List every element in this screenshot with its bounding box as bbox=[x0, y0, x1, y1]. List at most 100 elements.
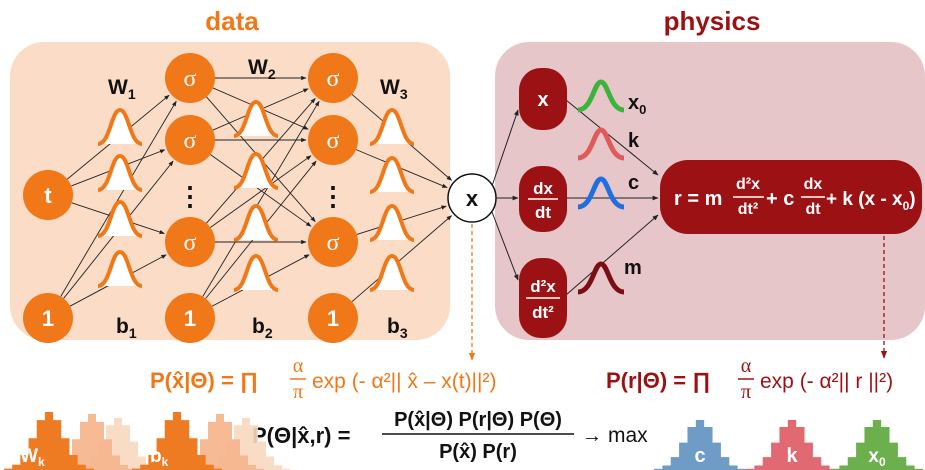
network-edge bbox=[210, 154, 312, 227]
physics-node-dt: dt bbox=[535, 203, 551, 222]
hist-x0-label: x0 bbox=[868, 446, 886, 469]
hidden1-node-n-label: σ bbox=[184, 230, 197, 256]
hidden1-ellipsis: ⋮ bbox=[177, 181, 203, 211]
weight-gaussian-curve bbox=[369, 155, 415, 194]
residual-lhs: r = m bbox=[674, 188, 722, 210]
bias-label-2: b2 bbox=[252, 315, 273, 341]
residual-equation: r = m d²x dt² + c dx dt + k (x - x0) bbox=[674, 176, 916, 218]
hidden2-node-2-label: σ bbox=[327, 128, 340, 154]
hist-bk-label: bk bbox=[150, 446, 169, 469]
posterior-lhs: P(Θ|x̂,r) = bbox=[252, 423, 350, 448]
physics-likelihood-rhs: exp (- α²|| r ||²) bbox=[760, 370, 893, 393]
weight-gaussian-curve bbox=[369, 203, 415, 242]
hidden2-ellipsis: ⋮ bbox=[320, 181, 346, 211]
data-likelihood-equation: P(x̂|Θ) = ∏ α π exp (- α²|| x̂ – x(t)||²… bbox=[150, 355, 496, 403]
residual-frac2-num: dx bbox=[804, 176, 823, 193]
hidden1-node-2 bbox=[165, 115, 215, 165]
param-c-label: c bbox=[628, 172, 639, 194]
hidden1-node-1 bbox=[165, 53, 215, 103]
residual-box bbox=[660, 160, 922, 234]
physics-node-x bbox=[519, 68, 567, 130]
hist-k bbox=[746, 420, 838, 470]
posterior-equation: P(Θ|x̂,r) = P(x̂|Θ) P(r|Θ) P(Θ) P(x̂) P(… bbox=[252, 409, 648, 463]
residual-frac1-num: d²x bbox=[736, 176, 760, 193]
weight-gaussian-curve bbox=[233, 253, 279, 292]
input-node-t bbox=[23, 170, 73, 220]
weight-gaussian-curve bbox=[97, 153, 143, 192]
physics-node-dx: dx bbox=[533, 179, 553, 198]
network-edge bbox=[351, 215, 452, 303]
physics-likelihood-frac-num: α bbox=[741, 355, 752, 377]
weight-gaussian-curve bbox=[369, 107, 415, 146]
weight-label-2: W2 bbox=[248, 56, 276, 82]
residual-frac1-den: dt² bbox=[738, 201, 758, 218]
weight-distributions bbox=[97, 99, 415, 292]
physics-likelihood-lhs: P(r|Θ) = ∏ bbox=[606, 368, 710, 393]
output-node-x-label: x bbox=[466, 186, 479, 211]
bias-label-3: b3 bbox=[387, 315, 408, 341]
physics-likelihood-equation: P(r|Θ) = ∏ α π exp (- α²|| r ||²) bbox=[606, 355, 893, 403]
physics-node-d2x: d²x bbox=[530, 277, 556, 296]
hist-bk bbox=[132, 412, 222, 470]
physics-title: physics bbox=[664, 6, 761, 36]
param-k-label: k bbox=[628, 130, 640, 152]
network-edge bbox=[202, 100, 320, 297]
hidden2-node-1 bbox=[308, 53, 358, 103]
posterior-numerator: P(x̂|Θ) P(r|Θ) P(Θ) bbox=[394, 409, 562, 431]
weight-gaussian-curve bbox=[97, 249, 143, 288]
bias-node-1 bbox=[23, 293, 73, 343]
posterior-denominator: P(x̂) P(r) bbox=[439, 441, 517, 463]
data-likelihood-frac-num: α bbox=[293, 355, 304, 377]
weight-gaussian-curve bbox=[97, 199, 143, 238]
gaussian-k bbox=[577, 127, 625, 161]
posterior-histograms bbox=[4, 412, 923, 470]
hidden2-node-n bbox=[308, 217, 358, 267]
hidden2-bias-label: 1 bbox=[327, 306, 339, 331]
weight-gaussian-curve bbox=[233, 151, 279, 190]
physics-node-dt2: dt² bbox=[532, 303, 554, 322]
param-x0-label: x0 bbox=[628, 92, 646, 117]
weight-gaussian-curve bbox=[97, 107, 143, 146]
residual-plus-c: + c bbox=[766, 188, 794, 210]
data-likelihood-rhs: exp (- α²|| x̂ – x(t)||²) bbox=[312, 370, 496, 393]
hidden1-bias-label: 1 bbox=[184, 306, 196, 331]
physics-likelihood-frac-den: π bbox=[741, 381, 751, 403]
hist-wk-label: Wk bbox=[20, 446, 45, 469]
hidden1-bias-node bbox=[165, 293, 215, 343]
hidden2-node-1-label: σ bbox=[327, 66, 340, 92]
gaussian-x0 bbox=[577, 79, 625, 113]
param-m-label: m bbox=[624, 257, 642, 279]
hidden2-node-2 bbox=[308, 115, 358, 165]
hist-c bbox=[654, 420, 746, 470]
hist-wk bbox=[4, 412, 94, 470]
gaussian-m bbox=[577, 261, 625, 295]
bias-node-1-label: 1 bbox=[42, 306, 54, 331]
weight-label-1: W1 bbox=[108, 76, 136, 102]
gaussian-c bbox=[577, 176, 625, 210]
bias-label-1: b1 bbox=[116, 315, 137, 341]
weight-label-3: W3 bbox=[380, 76, 408, 102]
histogram-labels: Wk bk c k x0 bbox=[20, 445, 886, 469]
weight-gaussian-curve bbox=[233, 99, 279, 138]
hist-x0 bbox=[831, 420, 923, 470]
data-likelihood-frac-den: π bbox=[293, 381, 303, 403]
network-edge bbox=[210, 155, 312, 228]
weight-gaussian-curve bbox=[233, 203, 279, 242]
hidden1-node-n bbox=[165, 217, 215, 267]
posterior-max: max bbox=[608, 424, 648, 447]
input-node-t-label: t bbox=[44, 183, 52, 208]
hidden1-node-1-label: σ bbox=[184, 66, 197, 92]
data-title: data bbox=[205, 6, 259, 36]
hidden1-node-2-label: σ bbox=[184, 128, 197, 154]
hidden2-bias-node bbox=[308, 293, 358, 343]
weight-gaussian-curve bbox=[369, 253, 415, 292]
physics-node-x-label: x bbox=[537, 89, 548, 111]
residual-frac2-den: dt bbox=[805, 201, 821, 218]
residual-tail: + k (x - x0) bbox=[826, 189, 916, 213]
hidden2-node-n-label: σ bbox=[327, 230, 340, 256]
hist-k-label: k bbox=[786, 445, 798, 467]
hist-c-label: c bbox=[694, 445, 705, 467]
posterior-arrow: → bbox=[582, 425, 602, 447]
network-edge bbox=[60, 100, 177, 297]
